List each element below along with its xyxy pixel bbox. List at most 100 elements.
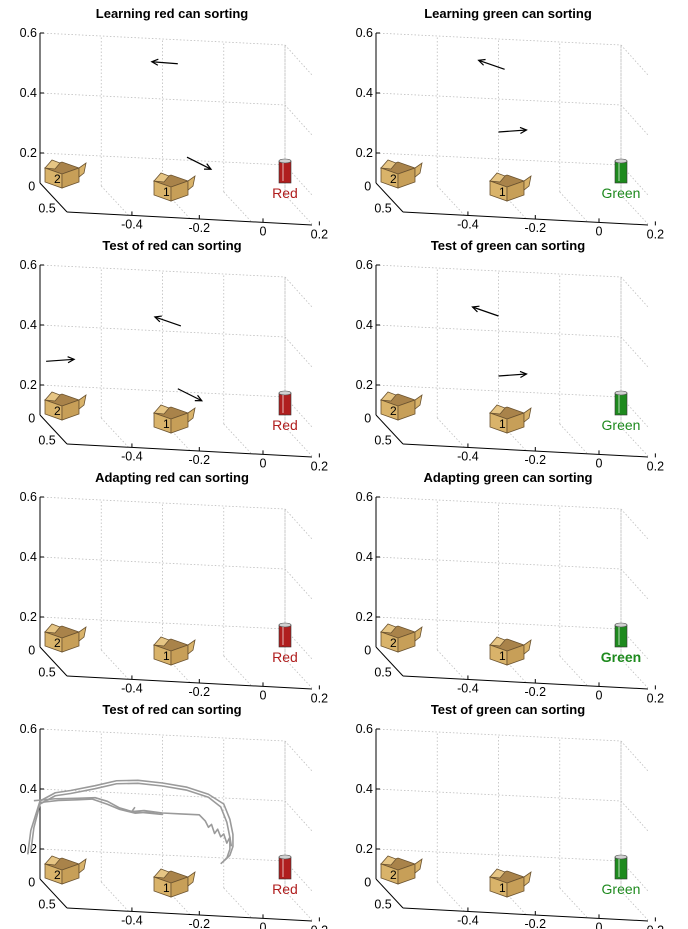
y-axis-line bbox=[39, 182, 68, 213]
panel-title: Test of red can sorting bbox=[102, 238, 242, 253]
arrow-2 bbox=[498, 126, 528, 135]
y-axis-line bbox=[375, 414, 404, 445]
x-tick-label: 0 bbox=[596, 920, 603, 929]
y-tick-label: 0.5 bbox=[374, 434, 391, 448]
box-number-label: 1 bbox=[163, 417, 170, 431]
x-axis-line bbox=[402, 211, 649, 226]
panel-title: Adapting green can sorting bbox=[423, 470, 593, 485]
can-label: Red bbox=[272, 881, 298, 897]
grid-line-side bbox=[620, 276, 649, 308]
y-tick-label: 0.5 bbox=[374, 898, 391, 912]
chart-panel-6: Adapting green can sorting 0.2 0.4 0.6 0 0.5-… bbox=[336, 464, 680, 705]
x-tick-label: -0.2 bbox=[525, 221, 547, 235]
z-tick-label: 0.4 bbox=[20, 782, 37, 796]
box-number-label: 2 bbox=[54, 868, 61, 882]
z-tick-label: 0.6 bbox=[356, 258, 373, 272]
z-tick-label: 0.6 bbox=[356, 26, 373, 40]
box-2: 2 bbox=[43, 855, 87, 885]
z-tick-label: 0.6 bbox=[356, 722, 373, 736]
grid-line-side bbox=[284, 276, 313, 308]
x-tick-label: 0.2 bbox=[311, 227, 328, 241]
box-1: 1 bbox=[488, 172, 532, 202]
chart-panel-3: Test of red can sorting 0.2 0.4 0.6 0 0.5 -0.4… bbox=[0, 232, 344, 473]
box-2: 2 bbox=[43, 159, 87, 189]
z-tick-label: 0.4 bbox=[356, 550, 373, 564]
grid-line-floor bbox=[559, 887, 588, 918]
grid-line-z bbox=[39, 384, 286, 398]
arrow-3 bbox=[177, 388, 204, 402]
y-axis-line bbox=[39, 878, 68, 909]
grid-line-floor bbox=[559, 423, 588, 454]
x-tick-label: -0.2 bbox=[525, 453, 547, 467]
grid-line-z bbox=[39, 496, 286, 510]
grid-line-z bbox=[375, 848, 622, 862]
grid-line-z bbox=[39, 556, 286, 570]
panel-title: Learning red can sorting bbox=[95, 6, 249, 21]
chart-plot-3: 0.20.40.600.5-0.4 -0.2 0 0.221 Red bbox=[20, 258, 328, 473]
x-tick-label: -0.2 bbox=[189, 917, 211, 929]
arrow-2 bbox=[153, 315, 182, 327]
box-number-label: 1 bbox=[499, 185, 506, 199]
panel-title: Test of green can sorting bbox=[430, 238, 586, 253]
chart-plot-4: 0.20.40.600.5-0.4 -0.2 0 0.221 Green bbox=[356, 258, 664, 473]
arrow-1 bbox=[150, 58, 178, 66]
grid-line-z bbox=[375, 32, 622, 46]
can-green bbox=[614, 158, 628, 184]
grid-line-side bbox=[620, 508, 649, 540]
x-tick-label: -0.4 bbox=[121, 217, 143, 231]
y-axis-line bbox=[375, 182, 404, 213]
z-tick-label: 0.6 bbox=[356, 490, 373, 504]
x-tick-label: -0.4 bbox=[457, 449, 479, 463]
can-label: Red bbox=[272, 649, 298, 665]
can-label: Red bbox=[272, 417, 298, 433]
x-axis-line bbox=[402, 443, 649, 458]
x-axis-line bbox=[66, 907, 313, 922]
chart-panel-4: Test of green can sorting 0.2 0.4 0.6 0 0.5 -0… bbox=[336, 232, 680, 473]
box-number-label: 1 bbox=[499, 649, 506, 663]
x-tick-label: 0 bbox=[260, 456, 267, 470]
x-tick-label: 0.2 bbox=[311, 691, 328, 705]
box-1: 1 bbox=[488, 636, 532, 666]
x-tick-label: 0 bbox=[260, 920, 267, 929]
panel-title: Test of red can sorting bbox=[102, 702, 242, 717]
box-number-label: 2 bbox=[390, 636, 397, 650]
arrow-1 bbox=[471, 305, 499, 317]
x-tick-label: -0.2 bbox=[525, 917, 547, 929]
x-tick-label: -0.4 bbox=[457, 681, 479, 695]
z-tick-label: 0.4 bbox=[20, 86, 37, 100]
x-axis-line bbox=[66, 675, 313, 690]
box-2: 2 bbox=[43, 391, 87, 421]
z-tick-label: 0.2 bbox=[356, 610, 373, 624]
box-2: 2 bbox=[379, 623, 423, 653]
grid-line-floor bbox=[223, 191, 252, 222]
y-tick-label: 0 bbox=[28, 411, 35, 425]
z-tick-label: 0.4 bbox=[356, 782, 373, 796]
y-tick-label: 0 bbox=[364, 179, 371, 193]
trajectory-line-1 bbox=[26, 779, 234, 862]
x-tick-label: 0 bbox=[260, 224, 267, 238]
grid-line-side bbox=[620, 568, 649, 600]
box-number-label: 1 bbox=[163, 881, 170, 895]
grid-line-z bbox=[39, 264, 286, 278]
grid-line-z bbox=[375, 384, 622, 398]
x-tick-label: 0.2 bbox=[311, 923, 328, 929]
can-red bbox=[278, 158, 292, 184]
box-2: 2 bbox=[379, 159, 423, 189]
x-tick-label: -0.4 bbox=[121, 913, 143, 927]
z-tick-label: 0.6 bbox=[20, 26, 37, 40]
x-tick-label: -0.2 bbox=[189, 453, 211, 467]
box-2: 2 bbox=[379, 855, 423, 885]
x-tick-label: -0.4 bbox=[457, 217, 479, 231]
box-1: 1 bbox=[152, 868, 196, 898]
chart-panel-7: Test of red can sorting 0.2 0.4 0.6 0 0.5 -0.4… bbox=[0, 696, 344, 929]
can-label: Green bbox=[601, 649, 641, 665]
grid-line-floor bbox=[436, 417, 465, 448]
chart-plot-1: 0.20.40.600.5-0.4 -0.2 0 0.221 Red bbox=[20, 26, 328, 241]
box-number-label: 1 bbox=[499, 881, 506, 895]
grid-line-floor bbox=[223, 887, 252, 918]
box-number-label: 2 bbox=[54, 172, 61, 186]
grid-line-side bbox=[284, 740, 313, 772]
grid-line-side bbox=[284, 508, 313, 540]
x-tick-label: 0.2 bbox=[647, 691, 664, 705]
x-tick-label: -0.2 bbox=[525, 685, 547, 699]
